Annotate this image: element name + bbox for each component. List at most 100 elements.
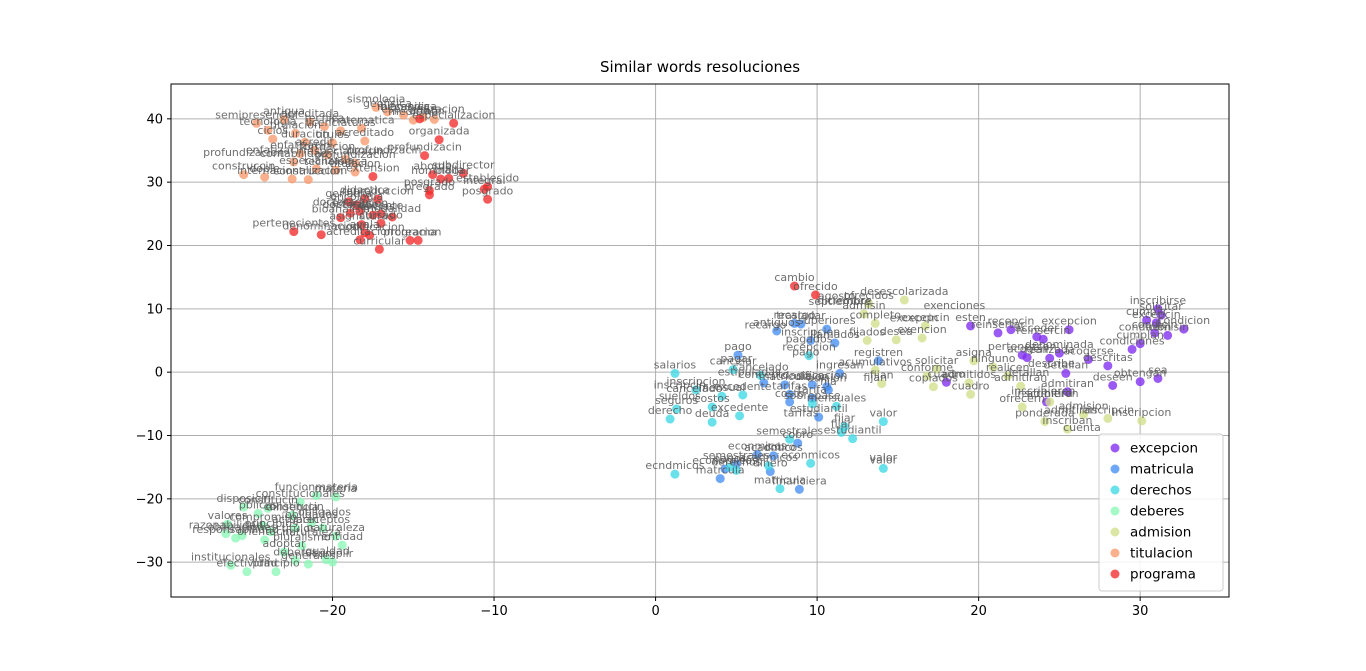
point-label: educacion <box>332 196 388 209</box>
data-point-deberes <box>290 555 300 565</box>
point-label: acogen <box>1007 343 1047 356</box>
legend-label: excepcion <box>1130 441 1198 457</box>
annotation-label: describe <box>1028 357 1075 370</box>
data-point-programa <box>368 171 378 181</box>
annotation-label: naturaleza <box>282 526 341 539</box>
data-point-admision <box>1017 402 1027 412</box>
y-tick-label: −10 <box>136 429 163 444</box>
annotation-label: profundizacin <box>347 144 421 157</box>
point-label: afin <box>409 104 430 117</box>
point-label: sobrepase <box>784 389 841 402</box>
data-point-admision <box>870 318 880 328</box>
point-label: mensual <box>698 381 745 394</box>
point-label: seguros <box>655 394 698 407</box>
point-label: tarifa <box>798 383 827 396</box>
point-label: condiciones <box>1100 334 1165 347</box>
point-label: oncologia <box>330 190 383 203</box>
annotation-label: doctorado <box>313 196 369 209</box>
point-label: descritas <box>1083 351 1133 364</box>
point-label: titulacion <box>270 118 321 131</box>
data-point-admision <box>899 295 909 305</box>
data-point-matricula <box>752 450 762 459</box>
data-point-programa <box>368 210 378 220</box>
data-point-admision <box>966 389 976 399</box>
data-point-derechos <box>878 463 888 473</box>
data-point-deberes <box>279 547 289 557</box>
point-label: acreditado <box>336 126 395 139</box>
x-tick-label: −20 <box>319 604 346 619</box>
point-label: registren <box>854 346 903 359</box>
data-point-matricula <box>822 324 832 334</box>
point-label: solicitar <box>1140 300 1184 313</box>
point-label: contabilidad <box>260 147 328 160</box>
data-point-excepcion <box>1135 377 1145 387</box>
data-point-excepcion <box>1022 353 1032 363</box>
data-point-admision <box>969 356 979 366</box>
point-label: titulos <box>315 128 349 141</box>
point-label: conforme <box>901 361 953 374</box>
point-label: fijan <box>870 369 894 382</box>
data-point-admision <box>1003 371 1013 381</box>
data-point-titulacion <box>429 114 439 124</box>
data-point-matricula <box>794 484 804 494</box>
annotation-label: admitiran <box>1044 403 1097 416</box>
data-point-deberes <box>328 557 338 567</box>
point-label: profundizacion <box>315 148 396 161</box>
data-point-derechos <box>775 484 785 494</box>
data-point-deberes <box>303 559 313 569</box>
legend-marker <box>1110 548 1120 558</box>
data-point-deberes <box>290 523 300 533</box>
data-point-derechos <box>878 417 888 427</box>
data-point-matricula <box>835 368 845 378</box>
data-point-excepcion <box>1151 318 1161 328</box>
data-point-programa <box>810 290 820 300</box>
point-label: pago <box>724 340 752 353</box>
data-point-admision <box>920 321 930 331</box>
point-label: antigua <box>263 104 305 117</box>
point-label: semestrales <box>703 449 770 462</box>
point-label: semipresencial <box>215 108 298 121</box>
data-point-programa <box>449 118 459 128</box>
point-label: superiores <box>798 314 856 327</box>
annotation-label: tarifas <box>783 407 818 420</box>
legend-marker <box>1110 569 1120 579</box>
point-label: adoptar <box>263 537 306 550</box>
legend-label: titulacion <box>1130 546 1193 562</box>
point-label: titulacion <box>330 157 381 170</box>
data-point-derechos <box>691 385 701 395</box>
data-point-deberes <box>253 508 263 518</box>
point-label: obligaciones <box>208 521 277 534</box>
point-label: especializacion <box>412 108 496 121</box>
point-label: posgrado <box>404 175 456 188</box>
data-point-excepcion <box>1135 339 1145 349</box>
y-tick-label: 0 <box>155 366 163 381</box>
chart-title: Similar words resoluciones <box>600 58 800 76</box>
data-point-deberes <box>297 541 307 551</box>
point-label: asignaturas <box>329 210 394 223</box>
point-label: pertenezcan <box>988 340 1057 353</box>
point-label: pblicas <box>239 498 278 511</box>
point-label: sea <box>1148 364 1167 377</box>
point-label: valor <box>870 453 898 466</box>
data-point-matricula <box>772 326 782 336</box>
point-label: licenciaturas <box>306 116 376 129</box>
data-point-programa <box>289 227 299 237</box>
annotation-label: pagar <box>720 352 752 365</box>
point-label: especializacin <box>307 144 384 157</box>
point-label: compromiso <box>229 510 297 523</box>
point-label: asigna <box>956 346 992 359</box>
point-label: excepcin <box>901 311 950 324</box>
point-label: excepcin <box>1132 308 1181 321</box>
annotation-label: pagados <box>786 332 833 345</box>
axis-ticks: −20 −10 0 10 20 30 −30 −20 −10 0 10 20 30 40 <box>136 112 1149 619</box>
annotation-label: sueldos <box>659 389 701 402</box>
data-point-programa <box>428 170 438 180</box>
annotation-label: cobro <box>765 441 796 454</box>
point-label: acumulativos <box>838 355 912 368</box>
data-point-programa <box>345 208 355 218</box>
point-label: estudiantil <box>824 424 882 437</box>
data-point-admision <box>891 335 901 345</box>
data-point-titulacion <box>311 164 321 174</box>
annotation-label: biomedica <box>380 100 437 113</box>
point-label: excedente <box>714 380 772 393</box>
